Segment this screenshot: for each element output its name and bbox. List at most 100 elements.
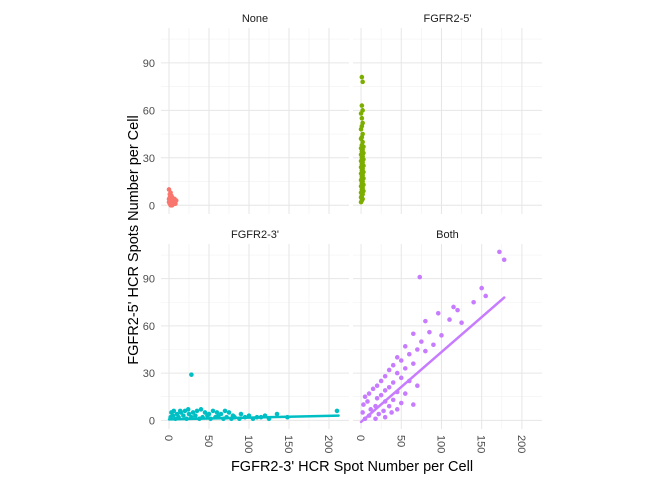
- data-point: [386, 384, 392, 390]
- data-point: [202, 410, 208, 415]
- y-tick-label: 90: [143, 58, 155, 70]
- data-point: [238, 411, 244, 417]
- data-point: [198, 407, 204, 412]
- data-point: [359, 103, 365, 108]
- data-point: [415, 383, 420, 389]
- data-point: [389, 410, 394, 415]
- data-point: [360, 410, 365, 415]
- data-point: [497, 249, 502, 255]
- data-point: [381, 408, 386, 414]
- trend-line: [167, 414, 340, 421]
- facet-strip-label: FGFR2-3': [231, 229, 279, 241]
- facet-panel-none: None: [161, 13, 349, 214]
- data-point: [171, 199, 177, 205]
- data-point: [419, 339, 424, 344]
- x-tick-label: 150: [475, 435, 487, 453]
- data-point: [373, 416, 378, 422]
- data-point: [210, 408, 216, 414]
- x-tick-label: 50: [202, 435, 214, 447]
- data-point: [382, 414, 388, 420]
- facet-strip-label: None: [242, 13, 268, 25]
- data-point: [402, 344, 408, 349]
- data-point: [190, 410, 196, 415]
- data-point: [411, 402, 416, 407]
- y-tick-label: 60: [143, 321, 155, 333]
- y-tick-label: 30: [143, 368, 155, 380]
- x-tick-label: 200: [322, 435, 334, 453]
- data-point: [394, 370, 400, 376]
- data-point: [411, 361, 416, 366]
- data-point: [455, 307, 460, 313]
- data-point: [398, 375, 404, 381]
- data-point: [386, 367, 392, 373]
- x-tick-label: 150: [282, 435, 294, 453]
- data-point: [365, 399, 370, 404]
- facet-panel-both: Both: [353, 229, 542, 429]
- data-point: [185, 407, 191, 412]
- data-point: [194, 408, 200, 414]
- data-point: [358, 127, 364, 132]
- facet-panel-fgfr2-3-: FGFR2-3': [161, 229, 349, 429]
- data-point: [423, 318, 428, 324]
- data-point: [216, 413, 221, 418]
- data-point: [406, 351, 412, 357]
- data-point: [447, 317, 452, 322]
- y-tick-label: 30: [143, 153, 155, 165]
- x-tick-label: 200: [515, 435, 527, 453]
- data-point: [439, 333, 444, 338]
- data-point: [226, 410, 232, 415]
- x-tick-label: 0: [162, 435, 174, 441]
- data-point: [415, 347, 420, 352]
- data-point: [417, 274, 423, 280]
- facet-panel-fgfr2-5-: FGFR2-5': [353, 13, 542, 214]
- data-point: [390, 380, 396, 385]
- data-point: [359, 115, 365, 121]
- data-point: [431, 342, 436, 348]
- data-point: [358, 111, 364, 116]
- x-axis-title: FGFR2-3' HCR Spot Number per Cell: [231, 459, 473, 475]
- data-point: [177, 408, 183, 414]
- data-point: [186, 411, 192, 417]
- panels-layer: None FGFR2-5' FGFR2-3' Both: [161, 13, 542, 429]
- data-point: [368, 407, 373, 412]
- y-tick-label: 0: [149, 200, 155, 212]
- data-point: [362, 394, 368, 400]
- facet-strip-label: Both: [436, 229, 459, 241]
- facet-strip-label: FGFR2-5': [424, 13, 472, 25]
- data-point: [386, 403, 392, 409]
- data-point: [402, 391, 408, 396]
- data-point: [359, 74, 365, 80]
- data-point: [382, 373, 388, 379]
- y-tick-label: 0: [149, 415, 155, 427]
- data-point: [205, 413, 210, 418]
- data-point: [435, 310, 441, 316]
- data-point: [390, 397, 396, 403]
- data-point: [366, 391, 372, 396]
- data-point: [374, 383, 380, 389]
- data-point: [361, 402, 366, 407]
- x-tick-label: 100: [434, 435, 446, 453]
- data-point: [479, 285, 484, 291]
- data-point: [394, 407, 400, 412]
- axes-layer: 0 30 60 90 0 30 60 90 0 50 100 150 200 0 50 100 150 200: [143, 58, 527, 454]
- x-tick-label: 100: [242, 435, 254, 453]
- y-tick-label: 90: [143, 274, 155, 286]
- data-point: [274, 411, 280, 417]
- data-point: [222, 408, 228, 414]
- x-tick-label: 50: [394, 435, 406, 447]
- data-point: [193, 413, 198, 418]
- data-point: [483, 293, 489, 299]
- data-point: [181, 413, 186, 418]
- x-tick-label: 0: [354, 435, 366, 441]
- data-point: [360, 79, 365, 85]
- data-point: [394, 355, 400, 360]
- data-point: [423, 348, 428, 354]
- data-point: [370, 386, 376, 392]
- data-point: [471, 299, 476, 305]
- trend-line: [359, 296, 506, 424]
- data-point: [427, 329, 432, 335]
- data-point: [398, 358, 404, 363]
- data-point: [376, 411, 382, 417]
- data-point: [382, 388, 388, 393]
